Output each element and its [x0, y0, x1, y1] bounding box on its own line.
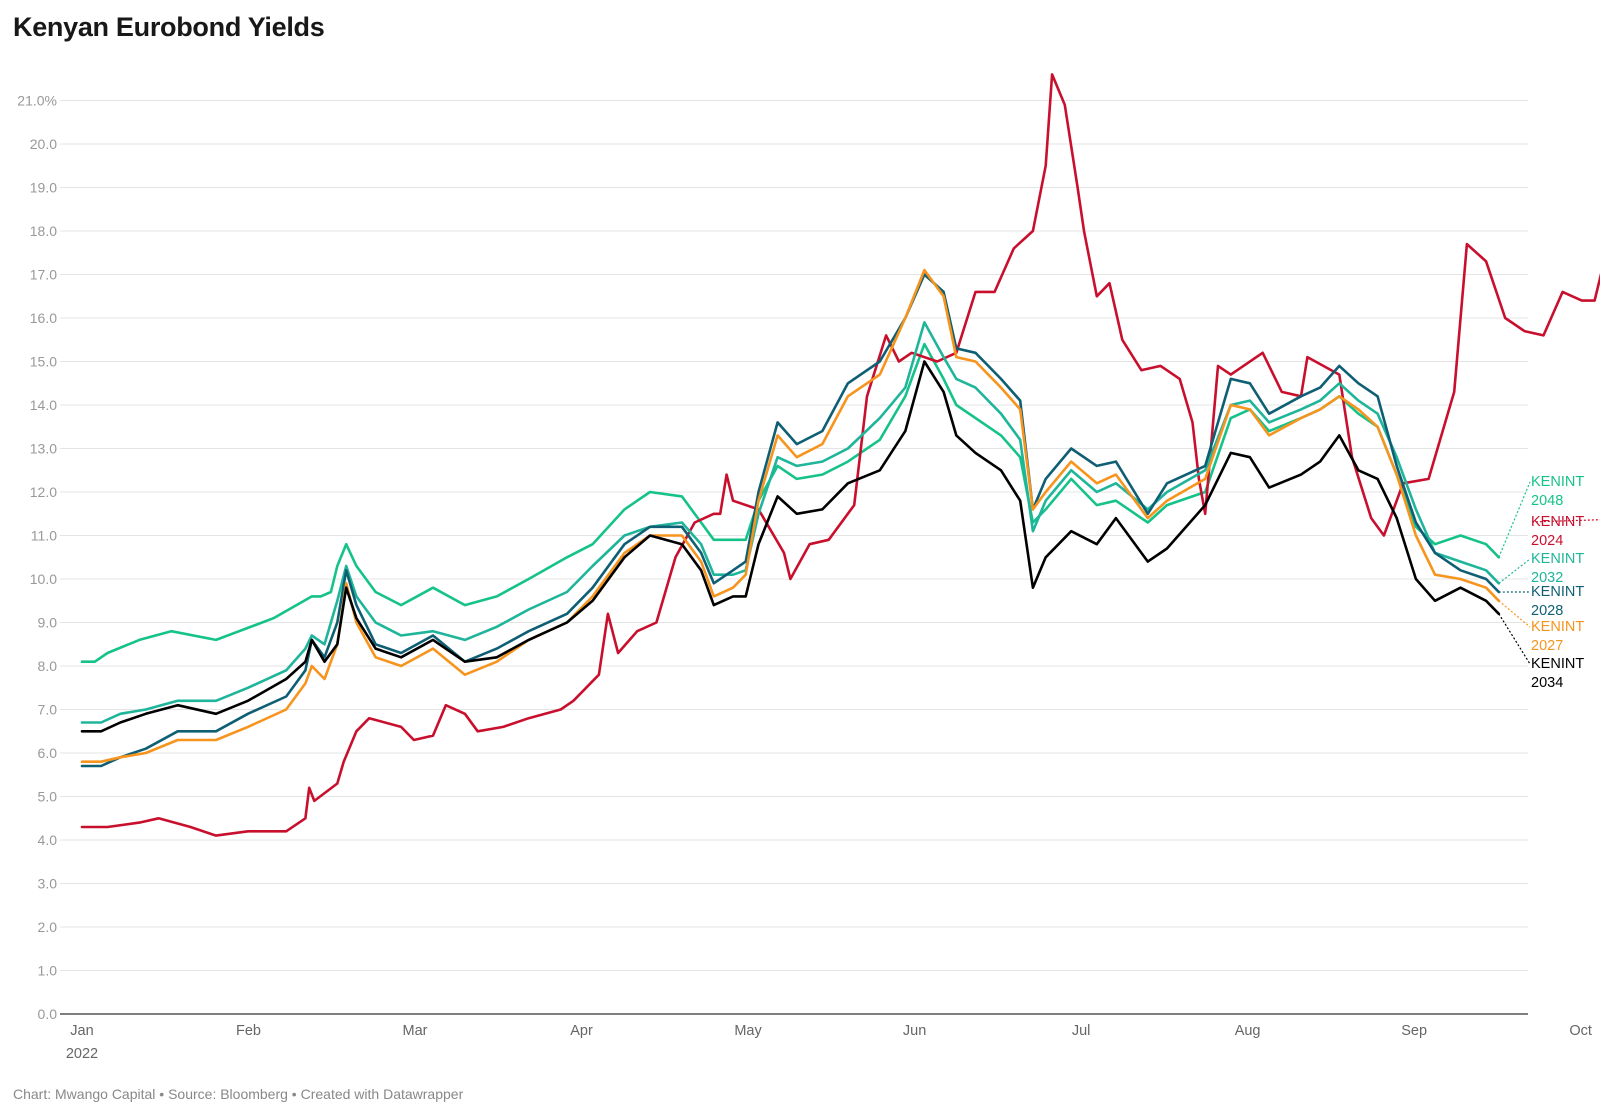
series-label: 2048 — [1531, 493, 1563, 509]
y-tick-label: 18.0 — [30, 223, 57, 239]
y-tick-label: 2.0 — [38, 919, 58, 935]
y-tick-label: 10.0 — [30, 571, 57, 587]
y-tick-label: 13.0 — [30, 441, 57, 457]
y-tick-label: 16.0 — [30, 310, 57, 326]
gridlines — [60, 100, 1528, 1015]
y-tick-label: 14.0 — [30, 397, 57, 413]
series-label: 2024 — [1531, 533, 1563, 549]
y-tick-label: 7.0 — [38, 702, 58, 718]
series-label: KENINT — [1531, 551, 1584, 567]
series-label: 2032 — [1531, 570, 1563, 586]
y-tick-label: 11.0 — [31, 528, 57, 544]
series-label: KENINT — [1531, 619, 1584, 635]
y-tick-label: 17.0 — [30, 267, 57, 283]
x-tick-label: Jun — [903, 1023, 926, 1039]
y-tick-label: 4.0 — [38, 832, 58, 848]
series-lines — [80, 73, 1600, 837]
chart-footer: Chart: Mwango Capital • Source: Bloomber… — [13, 1086, 464, 1102]
series-label: 2034 — [1531, 675, 1563, 691]
y-tick-label: 8.0 — [38, 658, 58, 674]
y-tick-label: 21.0% — [17, 93, 57, 109]
x-tick-label: Jul — [1072, 1023, 1091, 1039]
y-tick-label: 15.0 — [30, 354, 57, 370]
series-line-kenint-2028 — [80, 273, 1501, 768]
y-tick-label: 0.0 — [38, 1006, 58, 1022]
x-tick-label: Mar — [403, 1023, 428, 1039]
series-line-kenint-2027 — [80, 268, 1501, 763]
x-tick-label: Oct — [1569, 1023, 1592, 1039]
series-labels: KENINT2048KENINT2024KENINT2032KENINT2028… — [1498, 474, 1600, 691]
label-leader-line — [1498, 481, 1531, 558]
x-tick-label: May — [734, 1023, 762, 1039]
series-line-kenint-2032 — [80, 321, 1501, 724]
x-tick-label: Feb — [236, 1023, 261, 1039]
series-line-kenint-2034 — [80, 360, 1501, 733]
x-tick-label: Jan — [70, 1023, 93, 1039]
y-tick-label: 6.0 — [38, 745, 58, 761]
label-leader-line — [1498, 600, 1531, 628]
series-label: 2027 — [1531, 638, 1563, 654]
series-label: KENINT — [1531, 656, 1584, 672]
y-tick-label: 12.0 — [30, 484, 57, 500]
chart-title: Kenyan Eurobond Yields — [13, 12, 325, 42]
series-label: KENINT — [1531, 474, 1584, 490]
x-tick-year-label: 2022 — [66, 1046, 98, 1062]
y-tick-label: 1.0 — [38, 963, 58, 979]
y-tick-label: 5.0 — [38, 789, 58, 805]
x-tick-label: Aug — [1235, 1023, 1261, 1039]
label-leader-line — [1498, 558, 1531, 584]
y-tick-label: 9.0 — [38, 615, 58, 631]
y-tick-label: 3.0 — [38, 876, 58, 892]
x-axis-ticks: Jan2022FebMarAprMayJunJulAugSepOctNovDec — [66, 1023, 1592, 1062]
x-tick-label: Apr — [570, 1023, 593, 1039]
y-tick-label: 19.0 — [30, 180, 57, 196]
label-leader-line — [1498, 613, 1531, 665]
series-label: 2028 — [1531, 603, 1563, 619]
series-label: KENINT — [1531, 514, 1584, 530]
series-label: KENINT — [1531, 584, 1584, 600]
series-line-kenint-2024 — [80, 73, 1600, 837]
y-axis-ticks: 0.0 1.0 2.0 3.0 4.0 5.0 6.0 7.0 8.0 9.0 10.0 11.0 12… — [17, 93, 57, 1023]
y-tick-label: 20.0 — [30, 136, 57, 152]
x-tick-label: Sep — [1401, 1023, 1427, 1039]
